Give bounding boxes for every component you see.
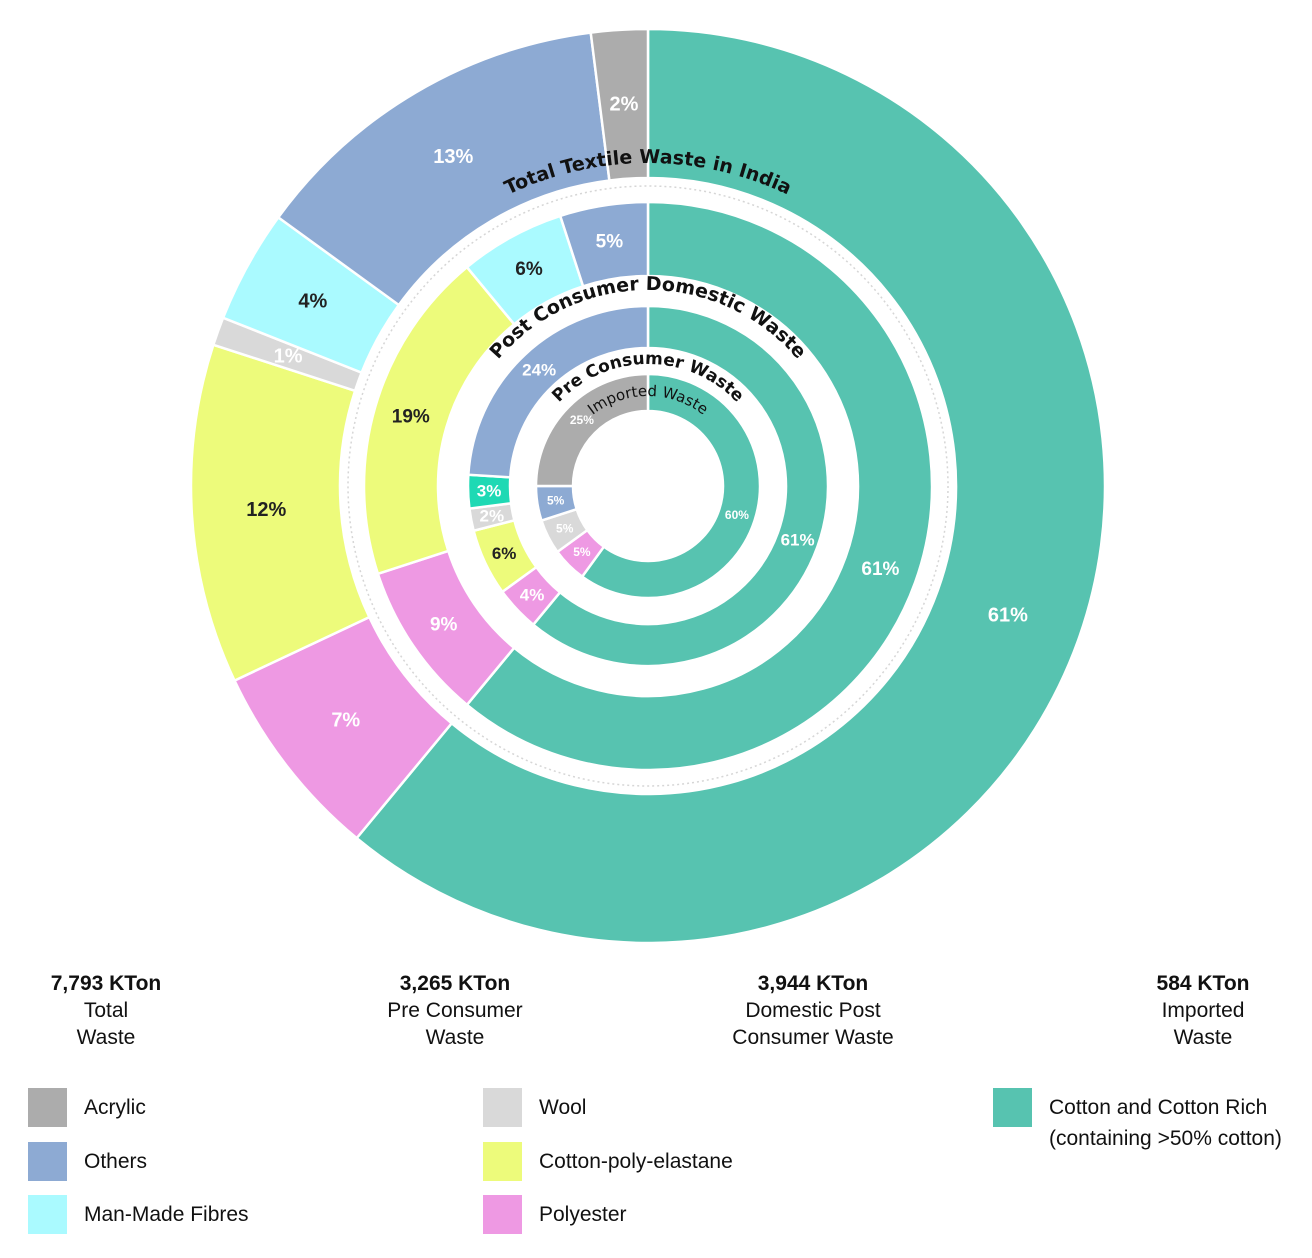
ring3-segment <box>580 372 762 600</box>
ring2-segment-label: 61% <box>781 530 815 549</box>
ring3-segment-label: 60% <box>725 508 749 522</box>
ring0-segment-label: 61% <box>988 605 1028 627</box>
ring0-segment <box>589 27 650 182</box>
ring1-segment-label: 61% <box>861 559 899 580</box>
legend-item-man-made-fibres: Man-Made Fibres <box>28 1195 334 1234</box>
legend-item-cotton-poly-elastane: Cotton-poly-elastane <box>483 1142 789 1181</box>
legend-label: Acrylic <box>84 1096 146 1119</box>
ring0-segment-label: 13% <box>433 146 473 168</box>
ring2-segment-label: 4% <box>520 585 545 604</box>
ring1-segment-label: 9% <box>430 614 458 635</box>
ring1-segment-label: 5% <box>596 232 624 253</box>
stat-imported: 584 KTon Imported Waste <box>1073 970 1312 1051</box>
ring0-segment-label: 7% <box>331 709 360 731</box>
legend-swatch <box>28 1195 67 1234</box>
stats-row: 7,793 KTon Total Waste 3,265 KTon Pre Co… <box>0 970 1312 1060</box>
ring0-segment <box>354 27 1107 945</box>
ring3-segment-label: 25% <box>570 413 594 427</box>
stat-description: Total Waste <box>76 999 136 1049</box>
ring1-segment-label: 6% <box>515 259 543 280</box>
ring2-segment <box>467 304 650 479</box>
legend-swatch <box>28 1142 67 1181</box>
ring0-segment-label: 1% <box>274 345 303 367</box>
ring2-segment-label: 2% <box>480 506 505 525</box>
stat-total: 7,793 KTon Total Waste <box>0 970 236 1051</box>
legend-item-wool: Wool <box>483 1088 789 1127</box>
legend-label: Others <box>84 1150 148 1173</box>
ring1-segment <box>558 200 650 288</box>
legend-label: Man-Made Fibres <box>84 1203 249 1226</box>
stat-description: Imported Waste <box>1161 999 1245 1049</box>
guide-circle <box>347 185 949 787</box>
legend-label: Cotton and Cotton Rich (containing >50% … <box>1049 1096 1282 1150</box>
ring3-segment <box>534 372 650 488</box>
stat-amount: 584 KTon <box>1156 972 1250 995</box>
ring0-segment-label: 12% <box>246 499 286 521</box>
legend-item-others: Others <box>28 1142 334 1181</box>
ring0-segment-label: 2% <box>610 93 639 115</box>
legend-swatch <box>483 1088 522 1127</box>
legend-swatch <box>28 1088 67 1127</box>
legend-item-acrylic: Acrylic <box>28 1088 334 1127</box>
ring2-segment-label: 24% <box>522 361 556 380</box>
ring2-segment-label: 3% <box>477 481 502 500</box>
ring1-segment-label: 19% <box>392 407 430 428</box>
stat-description: Pre Consumer Waste <box>387 999 523 1049</box>
stat-description: Domestic Post Consumer Waste <box>732 999 894 1049</box>
nested-donut-chart: 61% 7% 12% 1% 4% 13% 2% 61% 9% 19% 6% 5% 61% 4% 6% 2% 3%… <box>189 27 1107 945</box>
legend-swatch <box>483 1195 522 1234</box>
stat-domestic-post-consumer: 3,944 KTon Domestic Post Consumer Waste <box>683 970 943 1051</box>
stat-amount: 3,944 KTon <box>757 972 869 995</box>
stat-amount: 3,265 KTon <box>399 972 511 995</box>
legend-label: Polyester <box>539 1203 627 1226</box>
ring2-segment-label: 6% <box>492 544 517 563</box>
ring1-segment <box>465 200 934 772</box>
stat-amount: 7,793 KTon <box>50 972 162 995</box>
legend-label: Cotton-poly-elastane <box>539 1150 733 1173</box>
legend-swatch <box>483 1142 522 1181</box>
ring3-segment-label: 5% <box>556 521 574 535</box>
ring3-segment-label: 5% <box>573 545 591 559</box>
stat-pre-consumer: 3,265 KTon Pre Consumer Waste <box>325 970 585 1051</box>
ring3-segment-label: 5% <box>547 494 565 508</box>
legend-label: Wool <box>539 1096 587 1119</box>
legend-item-cotton: Cotton and Cotton Rich (containing >50% … <box>993 1088 1299 1154</box>
ring0-segment-label: 4% <box>298 291 327 313</box>
legend-swatch <box>993 1088 1032 1127</box>
ring2-segment <box>531 304 830 668</box>
legend-item-polyester: Polyester <box>483 1195 789 1234</box>
